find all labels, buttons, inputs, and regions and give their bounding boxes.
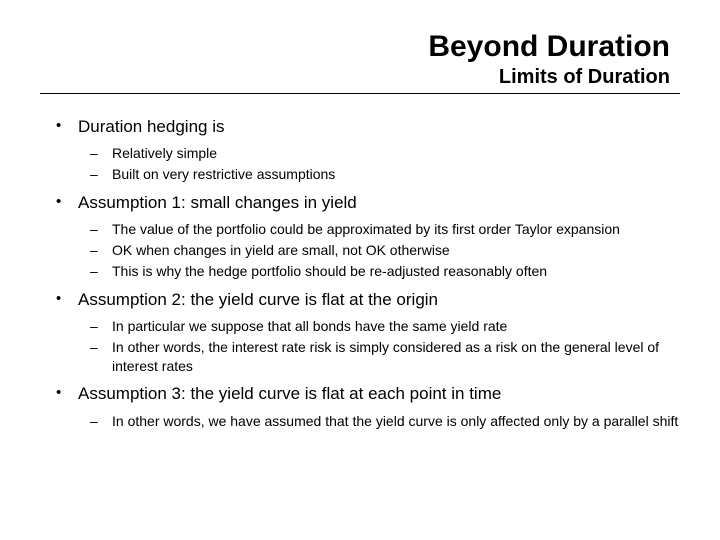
sub-list: – In particular we suppose that all bond… [50,317,680,376]
bullet-marker: • [50,116,78,136]
sub-text: In other words, the interest rate risk i… [112,338,680,376]
slide-content: • Duration hedging is – Relatively simpl… [40,116,680,430]
bullet-item: • Assumption 2: the yield curve is flat … [50,289,680,311]
bullet-item: • Assumption 1: small changes in yield [50,192,680,214]
sub-marker: – [90,262,112,281]
sub-marker: – [90,412,112,431]
sub-item: – This is why the hedge portfolio should… [90,262,680,281]
sub-text: Relatively simple [112,144,680,163]
bullet-item: • Assumption 3: the yield curve is flat … [50,383,680,405]
sub-item: – The value of the portfolio could be ap… [90,220,680,239]
bullet-text: Duration hedging is [78,116,680,138]
sub-item: – Relatively simple [90,144,680,163]
sub-item: – In other words, we have assumed that t… [90,412,680,431]
sub-marker: – [90,241,112,260]
slide-title: Beyond Duration [40,30,670,63]
sub-text: In particular we suppose that all bonds … [112,317,680,336]
sub-list: – In other words, we have assumed that t… [50,412,680,431]
slide-subtitle: Limits of Duration [40,65,670,89]
sub-list: – Relatively simple – Built on very rest… [50,144,680,184]
bullet-item: • Duration hedging is [50,116,680,138]
bullet-text: Assumption 2: the yield curve is flat at… [78,289,680,311]
sub-text: This is why the hedge portfolio should b… [112,262,680,281]
bullet-text: Assumption 1: small changes in yield [78,192,680,214]
sub-item: – Built on very restrictive assumptions [90,165,680,184]
bullet-text: Assumption 3: the yield curve is flat at… [78,383,680,405]
sub-text: Built on very restrictive assumptions [112,165,680,184]
sub-text: In other words, we have assumed that the… [112,412,680,431]
bullet-marker: • [50,289,78,309]
sub-text: The value of the portfolio could be appr… [112,220,680,239]
sub-item: – In particular we suppose that all bond… [90,317,680,336]
sub-item: – In other words, the interest rate risk… [90,338,680,376]
sub-marker: – [90,144,112,163]
sub-item: – OK when changes in yield are small, no… [90,241,680,260]
sub-marker: – [90,317,112,336]
sub-marker: – [90,220,112,239]
sub-marker: – [90,338,112,357]
slide-header: Beyond Duration Limits of Duration [40,30,680,94]
bullet-marker: • [50,383,78,403]
sub-list: – The value of the portfolio could be ap… [50,220,680,281]
bullet-marker: • [50,192,78,212]
sub-text: OK when changes in yield are small, not … [112,241,680,260]
sub-marker: – [90,165,112,184]
